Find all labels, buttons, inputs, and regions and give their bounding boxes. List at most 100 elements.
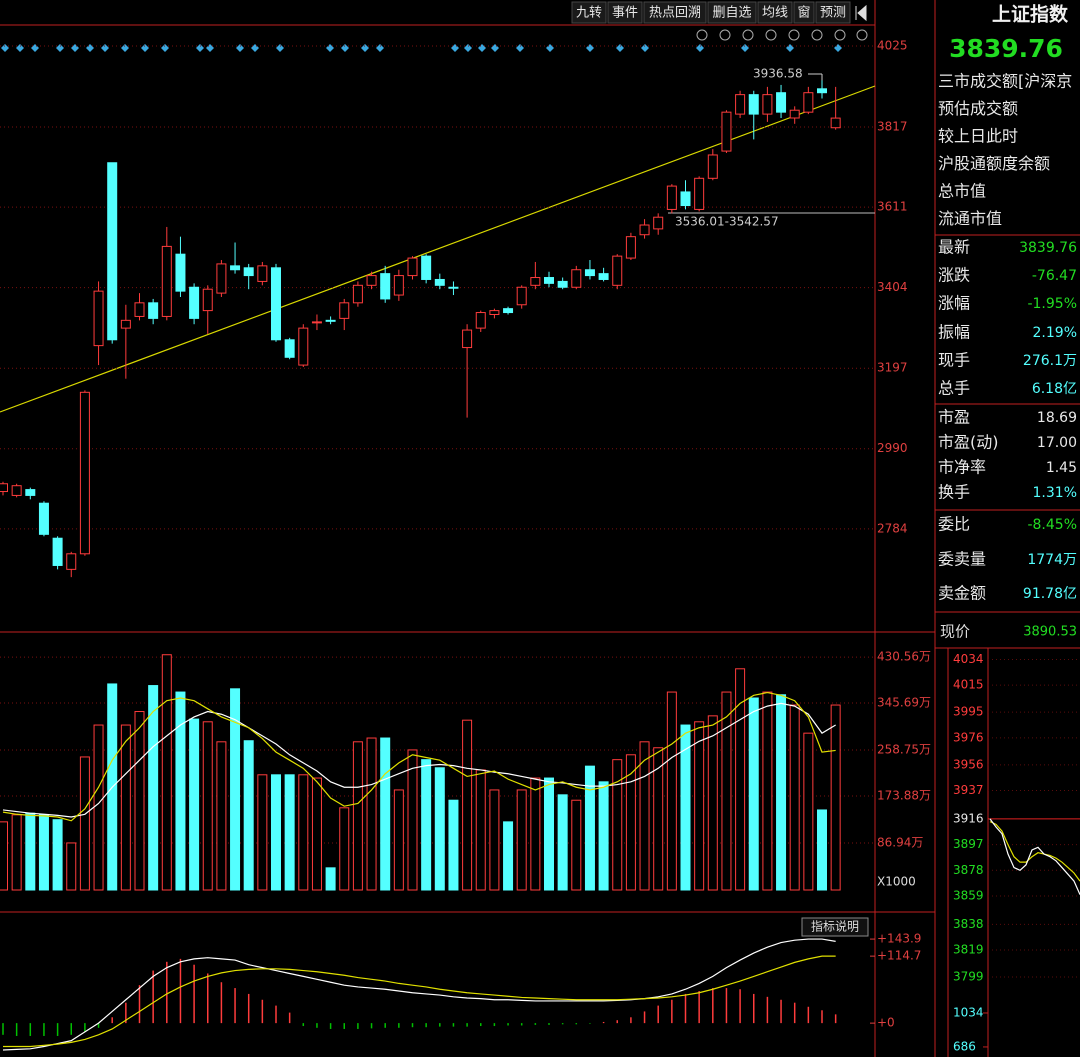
toolbar-arrow[interactable] [855,4,867,22]
volume-bar [175,691,186,891]
volume-bar [571,799,582,891]
candle-body [598,273,609,280]
volume-bar [762,691,773,891]
field-label: 换手 [938,483,970,502]
candle-body [653,216,664,230]
volume-bar [694,721,705,891]
toolbar-label[interactable]: 预测 [820,6,846,21]
candle-body [161,245,172,317]
macd-tick-label: +114.7 [877,949,921,963]
volume-bar [789,704,800,891]
candle-body [789,109,800,119]
candle-body [52,537,63,566]
tool-icon[interactable] [811,29,823,41]
volume-tick-label: 430.56万 [877,650,931,664]
tool-icon[interactable] [696,29,708,41]
field-value: -1.95% [1027,296,1077,312]
candle-body [202,288,213,312]
tool-icon[interactable] [719,29,731,41]
candle-body [516,286,527,306]
volume-bar [462,719,473,891]
zoom-out[interactable] [856,29,868,41]
volume-bar [475,769,486,891]
volume-bar [325,867,336,891]
candle-body [707,154,718,179]
volume-bar [721,691,732,891]
signal-icon [1,44,9,52]
toolbar-button[interactable] [815,1,851,24]
indicator-button-label[interactable]: 指标说明 [811,919,859,934]
candle-body [530,277,541,286]
candle-body [694,177,705,210]
volume-bar [748,697,759,891]
candle-body [475,312,486,329]
indicator-button[interactable] [801,917,869,937]
candle-body [189,286,200,319]
volume-tick-label: 173.88万 [877,788,931,802]
toolbar-label[interactable]: 窗 [797,5,810,21]
volume-bar [830,704,841,891]
intraday-volume-tick: 1034 [953,1005,984,1019]
toolbar-button[interactable] [757,1,793,24]
volume-bar [134,711,145,891]
toolbar-button[interactable] [607,1,643,24]
volume-bar [216,741,227,891]
index-price: 3839.76 [949,34,1063,63]
signal-icon [361,44,369,52]
toolbar-button[interactable] [643,1,707,24]
volume-bar [653,747,664,891]
candle-body [230,265,241,271]
candle-body [284,339,295,358]
price-tick-label: 3404 [877,280,908,294]
zoom-in[interactable] [834,29,846,41]
toolbar-label[interactable]: 九转 [576,6,602,21]
candle-body [175,253,186,292]
field-value: -8.45% [1027,517,1077,533]
volume-bar [393,789,404,891]
intraday-tick-label: 3799 [953,970,984,984]
candle-body [25,489,36,496]
candle-body [66,553,77,570]
candle-body [421,255,432,280]
toolbar-button[interactable] [707,1,757,24]
intraday-tick-label: 3859 [953,888,984,902]
toolbar-button[interactable] [793,1,815,24]
volume-bar [421,759,432,891]
intraday-tick-label: 3819 [953,943,984,957]
volume-bar [803,732,814,891]
signal-icon [641,44,649,52]
tool-icon[interactable] [765,29,777,41]
candle-body [817,88,827,94]
toolbar-label[interactable]: 事件 [612,6,638,21]
volume-bar [516,789,527,891]
toolbar-label[interactable]: 删自选 [712,6,751,21]
candle-body [271,267,281,341]
field-label: 最新 [938,238,970,257]
candle-body [311,321,322,324]
tool-icon[interactable] [788,29,800,41]
drawing-tools[interactable] [696,29,868,41]
tool-icon[interactable] [742,29,754,41]
toolbar-label[interactable]: 热点回溯 [649,5,701,21]
volume-bar [503,821,514,891]
intraday-volume-tick: 686 [953,1039,976,1053]
intraday-avg-line [989,821,1080,882]
volume-bar [707,715,718,891]
field-label: 委比 [938,515,970,534]
stat-label: 沪股通额度余额 [938,154,1050,173]
toolbar-label[interactable]: 均线 [762,6,788,21]
candle-body [11,485,22,496]
volume-bar [557,794,568,891]
signal-icon [196,44,204,52]
candle-body [584,269,595,277]
stat-label: 三市成交额[沪深京 [938,72,1072,91]
price-tick-label: 2990 [877,441,908,455]
candle-body [639,224,650,236]
current-label: 现价 [940,623,970,641]
volume-bar [639,741,650,891]
signal-icon [161,44,169,52]
volume-bar [366,737,377,891]
toolbar-button[interactable] [571,1,607,24]
signal-icon [616,44,624,52]
signal-icon [341,44,349,52]
